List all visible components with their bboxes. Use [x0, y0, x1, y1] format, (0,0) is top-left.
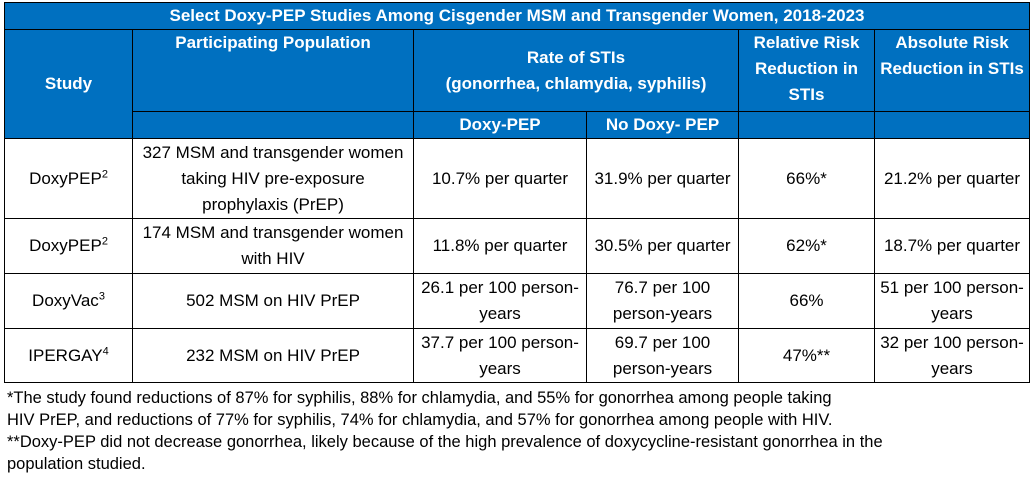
header-rate-line2: (gonorrhea, chlamydia, syphilis)	[445, 73, 707, 93]
header-population: Participating Population	[132, 29, 414, 112]
header-relative-risk: Relative Risk Reduction in STIs	[738, 29, 875, 112]
table-row: DoxyPEP2 174 MSM and transgender women w…	[4, 218, 1031, 274]
relative-risk-cell: 66%*	[738, 138, 875, 219]
header-arr-blank	[873, 111, 1031, 139]
relative-risk-cell: 66%	[738, 273, 875, 329]
doxy-rate-cell: 10.7% per quarter	[413, 138, 587, 219]
header-rrr-blank	[738, 111, 875, 139]
table-row: DoxyVac3 502 MSM on HIV PrEP 26.1 per 10…	[4, 273, 1031, 329]
population-cell: 232 MSM on HIV PrEP	[132, 328, 414, 383]
relative-risk-cell: 47%**	[738, 328, 875, 383]
study-cell: DoxyPEP2	[4, 138, 133, 219]
absolute-risk-cell: 21.2% per quarter	[873, 138, 1031, 219]
header-doxy-pep: Doxy-PEP	[413, 111, 587, 139]
study-cell: IPERGAY4	[4, 328, 133, 383]
header-population-blank	[132, 111, 414, 139]
table-row: DoxyPEP2 327 MSM and transgender women t…	[4, 138, 1031, 219]
doxy-rate-cell: 26.1 per 100 person-years	[413, 273, 587, 329]
study-cell: DoxyVac3	[4, 273, 133, 329]
doxy-rate-cell: 37.7 per 100 person-years	[413, 328, 587, 383]
population-cell: 502 MSM on HIV PrEP	[132, 273, 414, 329]
header-absolute-risk: Absolute Risk Reduction in STIs	[873, 29, 1031, 112]
relative-risk-cell: 62%*	[738, 218, 875, 274]
absolute-risk-cell: 32 per 100 person-years	[873, 328, 1031, 383]
population-cell: 327 MSM and transgender women taking HIV…	[132, 138, 414, 219]
absolute-risk-cell: 18.7% per quarter	[873, 218, 1031, 274]
header-rate-line1: Rate of STIs	[526, 47, 626, 67]
no-doxy-rate-cell: 76.7 per 100 person-years	[586, 273, 739, 329]
header-no-doxy-pep: No Doxy- PEP	[586, 111, 739, 139]
header-study: Study	[4, 29, 133, 139]
doxy-pep-studies-table: Select Doxy-PEP Studies Among Cisgender …	[3, 2, 1031, 383]
footnote-1-line-1: *The study found reductions of 87% for s…	[7, 389, 832, 407]
no-doxy-rate-cell: 31.9% per quarter	[586, 138, 739, 219]
population-cell: 174 MSM and transgender women with HIV	[132, 218, 414, 274]
header-rate: Rate of STIs (gonorrhea, chlamydia, syph…	[413, 29, 739, 112]
table-row: IPERGAY4 232 MSM on HIV PrEP 37.7 per 10…	[4, 328, 1031, 383]
footnote-1-line-2: HIV PrEP, and reductions of 77% for syph…	[7, 411, 833, 429]
table-title: Select Doxy-PEP Studies Among Cisgender …	[3, 2, 1031, 30]
doxy-rate-cell: 11.8% per quarter	[413, 218, 587, 274]
no-doxy-rate-cell: 69.7 per 100 person-years	[586, 328, 739, 383]
no-doxy-rate-cell: 30.5% per quarter	[586, 218, 739, 274]
absolute-risk-cell: 51 per 100 person-years	[873, 273, 1031, 329]
footnote-2-line-1: **Doxy-PEP did not decrease gonorrhea, l…	[7, 433, 883, 451]
footnotes: *The study found reductions of 87% for s…	[7, 387, 1027, 475]
study-cell: DoxyPEP2	[4, 218, 133, 274]
footnote-2-line-2: population studied.	[7, 455, 146, 473]
